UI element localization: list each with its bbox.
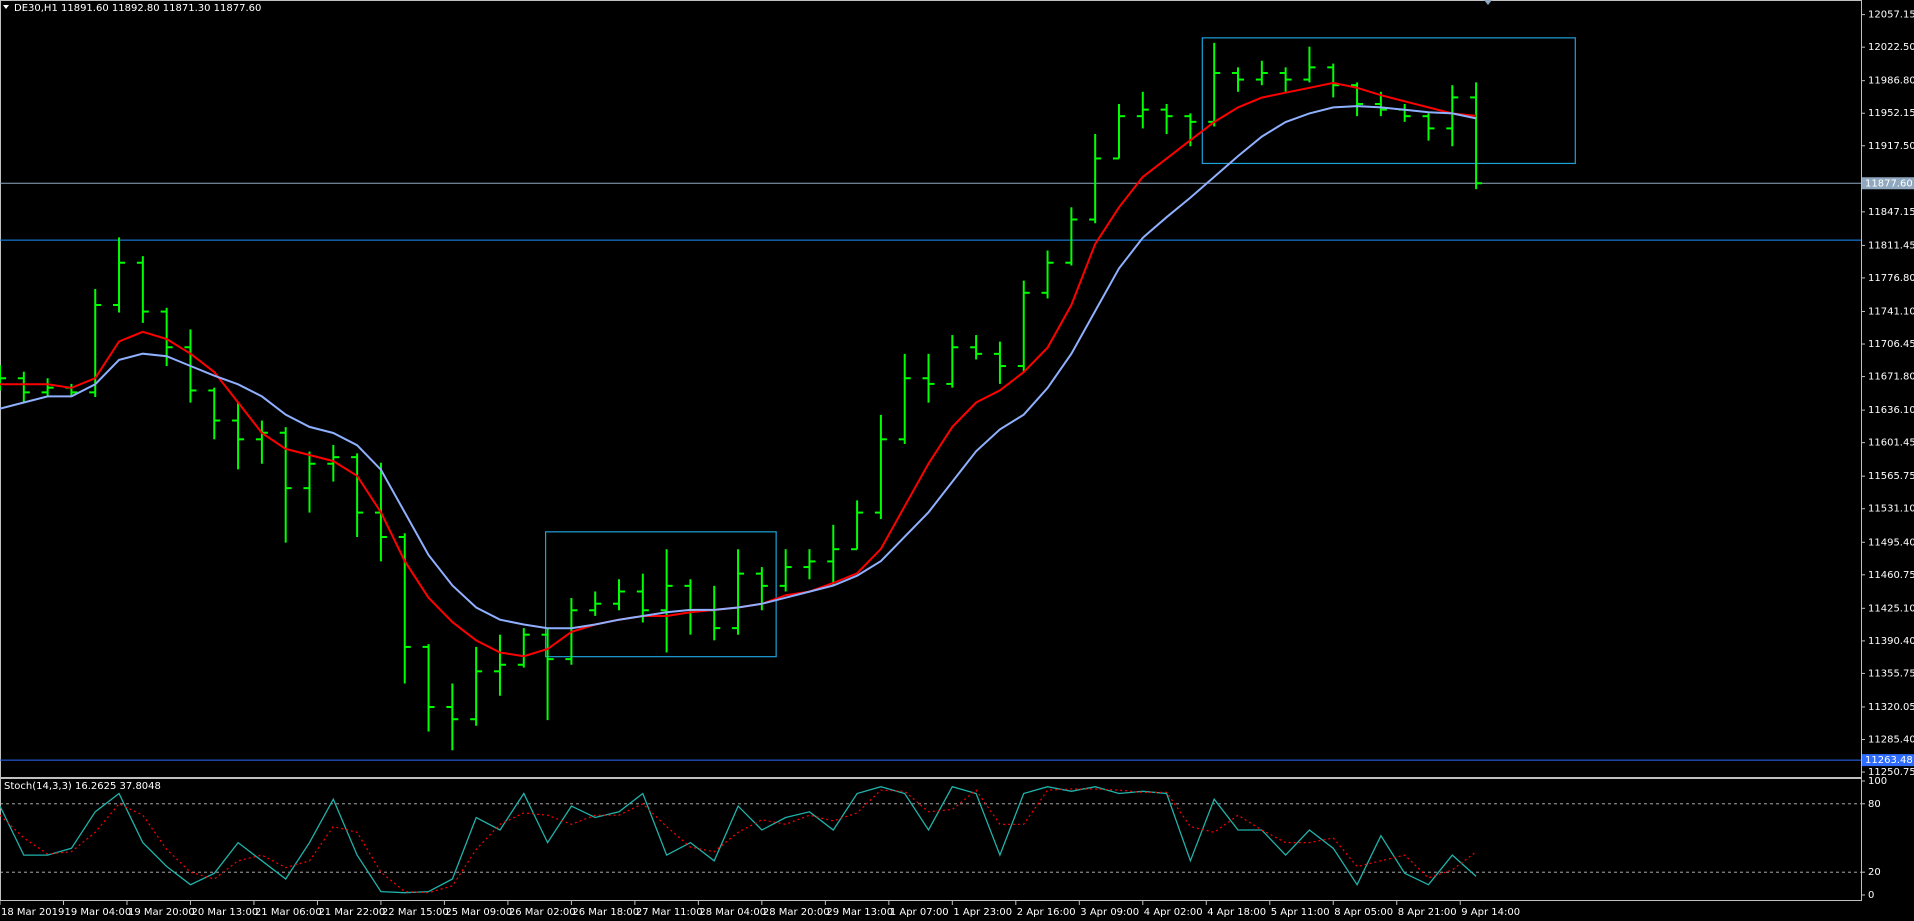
x-tick-label: 3 Apr 09:00 <box>1080 907 1139 918</box>
y-tick-label: 11355.75 <box>1868 668 1914 679</box>
x-tick-label: 8 Apr 21:00 <box>1398 907 1457 918</box>
y-tick-label: 11565.75 <box>1868 471 1914 482</box>
indicator-line <box>0 788 1477 894</box>
x-tick-label: 28 Mar 04:00 <box>699 907 766 918</box>
y-tick-label: 11425.10 <box>1868 603 1914 614</box>
y-tick-label: 12057.15 <box>1868 10 1914 21</box>
x-tick-label: 1 Apr 07:00 <box>890 907 949 918</box>
price-label-box <box>1862 177 1914 190</box>
menu-arrow[interactable] <box>3 5 9 9</box>
y-tick-label: 11706.45 <box>1868 339 1914 350</box>
y-tick-label: 11636.10 <box>1868 405 1914 416</box>
y-tick-label: 11460.75 <box>1868 570 1914 581</box>
y-tick-label: 11495.40 <box>1868 537 1914 548</box>
top-marker <box>1484 0 1492 5</box>
y-tick-label: 11741.10 <box>1868 306 1914 317</box>
x-tick-label: 19 Mar 20:00 <box>128 907 195 918</box>
stoch-title: Stoch(14,3,3) 16.2625 37.8048 <box>4 781 161 792</box>
x-tick-label: 21 Mar 06:00 <box>255 907 322 918</box>
y-tick-label: 0 <box>1868 890 1874 901</box>
price-label: 11877.60 <box>1865 178 1913 189</box>
y-tick-label: 11390.40 <box>1868 636 1914 647</box>
x-tick-label: 8 Apr 05:00 <box>1334 907 1393 918</box>
rectangle-object <box>1201 37 1576 165</box>
x-tick-label: 4 Apr 18:00 <box>1207 907 1266 918</box>
x-tick-label: 1 Apr 23:00 <box>953 907 1012 918</box>
x-tick-label: 26 Mar 02:00 <box>509 907 576 918</box>
x-tick-label: 29 Mar 13:00 <box>826 907 893 918</box>
x-tick-label: 28 Mar 20:00 <box>763 907 830 918</box>
x-tick-label: 27 Mar 11:00 <box>636 907 703 918</box>
x-tick-label: 4 Apr 02:00 <box>1144 907 1203 918</box>
stoch-frame <box>0 778 1862 901</box>
y-tick-label: 11320.05 <box>1868 702 1914 713</box>
y-tick-label: 11986.80 <box>1868 76 1914 87</box>
rectangle-object <box>545 531 777 658</box>
x-tick-label: 2 Apr 16:00 <box>1017 907 1076 918</box>
y-tick-label: 11250.75 <box>1868 767 1914 778</box>
price-label-box <box>1862 754 1914 767</box>
x-tick-label: 21 Mar 22:00 <box>318 907 385 918</box>
y-tick-label: 11285.40 <box>1868 735 1914 746</box>
x-tick-label: 20 Mar 13:00 <box>191 907 258 918</box>
price-label: 11263.48 <box>1865 755 1913 766</box>
y-tick-label: 11917.50 <box>1868 141 1914 152</box>
x-tick-label: 25 Mar 09:00 <box>445 907 512 918</box>
x-tick-label: 19 Mar 04:00 <box>64 907 131 918</box>
y-tick-label: 11601.45 <box>1868 438 1914 449</box>
y-tick-label: 80 <box>1868 799 1881 810</box>
y-tick-label: 11847.15 <box>1868 207 1914 218</box>
y-tick-label: 100 <box>1868 776 1887 787</box>
x-tick-label: 18 Mar 2019 <box>1 907 64 918</box>
y-tick-label: 11952.15 <box>1868 108 1914 119</box>
x-tick-label: 26 Mar 18:00 <box>572 907 639 918</box>
chart-title: DE30,H1 11891.60 11892.80 11871.30 11877… <box>14 3 261 14</box>
indicator-line <box>0 105 1477 630</box>
y-tick-label: 20 <box>1868 867 1881 878</box>
x-tick-label: 5 Apr 11:00 <box>1271 907 1330 918</box>
y-tick-label: 11531.10 <box>1868 504 1914 515</box>
x-tick-label: 22 Mar 15:00 <box>382 907 449 918</box>
y-tick-label: 11671.80 <box>1868 372 1914 383</box>
x-tick-label: 9 Apr 14:00 <box>1461 907 1520 918</box>
y-tick-label: 11776.80 <box>1868 273 1914 284</box>
y-tick-label: 12022.50 <box>1868 42 1914 53</box>
y-tick-label: 11811.45 <box>1868 240 1914 251</box>
indicator-line <box>0 785 1477 894</box>
